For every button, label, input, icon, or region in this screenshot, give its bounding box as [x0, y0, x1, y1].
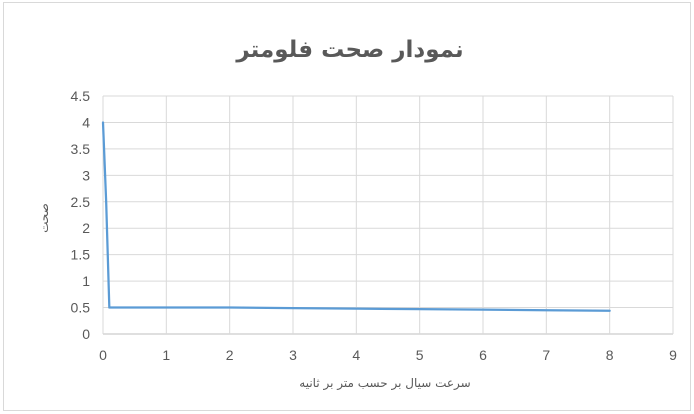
x-tick-label: 6 [479, 347, 487, 363]
y-tick-label: 4.5 [71, 88, 91, 104]
chart-container: نمودار صحت فلومتر 0 0.5 1 1.5 2 2.5 3 3.5 4 4.5 0… [3, 2, 691, 411]
x-tick-label: 4 [352, 347, 360, 363]
x-tick-label: 5 [416, 347, 424, 363]
y-tick-label: 1.5 [71, 247, 91, 263]
chart-svg: نمودار صحت فلومتر 0 0.5 1 1.5 2 2.5 3 3.5 4 4.5 0… [37, 37, 677, 391]
x-tick-label: 9 [669, 347, 677, 363]
x-tick-label: 1 [162, 347, 170, 363]
y-tick-label: 0.5 [71, 300, 91, 316]
y-tick-label: 3 [82, 167, 90, 183]
x-tick-label: 0 [99, 347, 107, 363]
y-tick-label: 4 [82, 114, 90, 130]
x-tick-label: 2 [226, 347, 234, 363]
x-tick-label: 3 [289, 347, 297, 363]
y-tick-label: 1 [82, 273, 90, 289]
chart-title: نمودار صحت فلومتر [235, 37, 463, 63]
x-axis-label: سرعت سیال بر حسب متر بر ثانیه [299, 376, 470, 391]
y-axis-label: صحت [37, 203, 51, 233]
x-tick-labels: 0 1 2 3 4 5 6 7 8 9 [99, 347, 677, 363]
y-tick-label: 3.5 [71, 141, 91, 157]
grid-group [102, 95, 674, 335]
series-line [101, 121, 611, 312]
x-tick-label: 8 [606, 347, 614, 363]
series-group [101, 121, 611, 312]
x-tick-label: 7 [542, 347, 550, 363]
y-tick-label: 2 [82, 220, 90, 236]
y-tick-label: 2.5 [71, 194, 91, 210]
y-tick-labels: 0 0.5 1 1.5 2 2.5 3 3.5 4 4.5 [71, 88, 91, 342]
y-tick-label: 0 [82, 326, 90, 342]
